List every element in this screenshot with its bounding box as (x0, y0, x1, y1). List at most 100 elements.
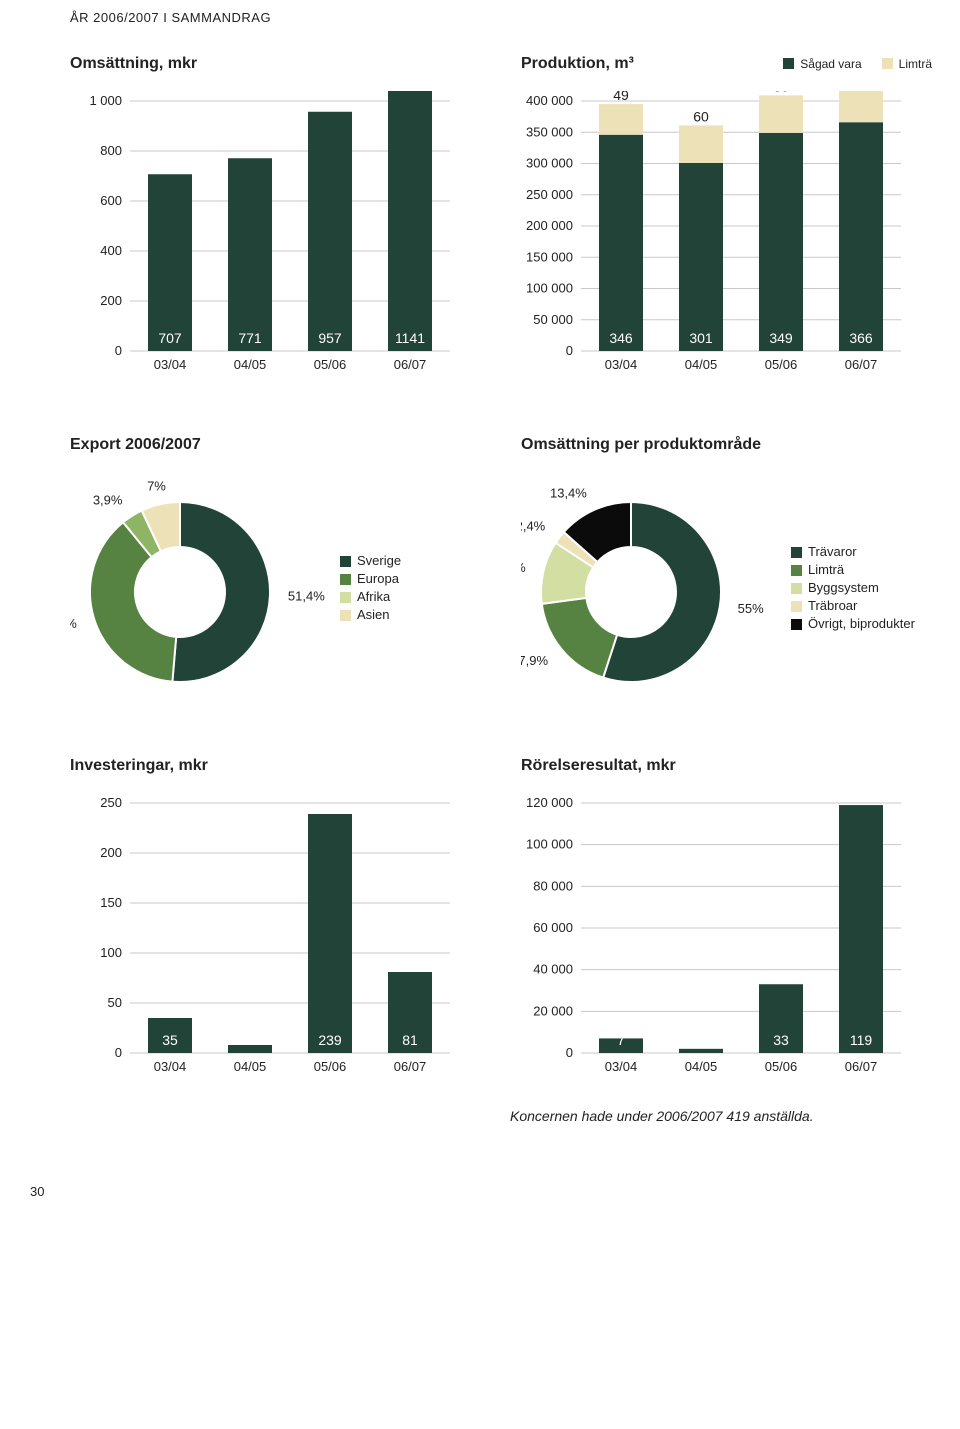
svg-text:400 000: 400 000 (526, 93, 573, 108)
svg-text:1 000: 1 000 (89, 93, 122, 108)
omsattning-title: Omsättning, mkr (70, 55, 481, 73)
svg-text:0: 0 (566, 343, 573, 358)
legend-swatch (340, 610, 351, 621)
svg-text:06/07: 06/07 (394, 1059, 427, 1074)
rorelseresultat-chart: 020 00040 00060 00080 000100 000120 0007… (521, 793, 932, 1083)
svg-text:05/06: 05/06 (314, 357, 347, 372)
sagad-label: Sågad vara (800, 57, 861, 71)
svg-text:7: 7 (617, 1032, 625, 1048)
legend-swatch (791, 619, 802, 630)
svg-text:04/05: 04/05 (234, 357, 267, 372)
svg-text:49: 49 (613, 91, 629, 103)
svg-text:0: 0 (115, 1045, 122, 1060)
svg-text:366: 366 (849, 330, 873, 346)
svg-text:06/07: 06/07 (394, 357, 427, 372)
svg-text:400: 400 (100, 243, 122, 258)
svg-text:04/05: 04/05 (234, 1059, 267, 1074)
svg-text:707: 707 (158, 330, 182, 346)
legend-swatch (791, 565, 802, 576)
page-title: ÅR 2006/2007 I SAMMANDRAG (70, 10, 932, 25)
produktion-title: Produktion, m³ (521, 55, 634, 73)
svg-text:3,9%: 3,9% (93, 493, 123, 508)
svg-text:81: 81 (402, 1032, 418, 1048)
svg-text:20 000: 20 000 (533, 1003, 573, 1018)
legend-swatch (791, 583, 802, 594)
legend-label: Byggsystem (808, 580, 879, 595)
legend-label: Trävaror (808, 544, 857, 559)
svg-text:350 000: 350 000 (526, 124, 573, 139)
legend-swatch (340, 556, 351, 567)
legend-item: Limträ (791, 562, 915, 577)
svg-text:55%: 55% (738, 601, 764, 616)
legend-item: Träbroar (791, 598, 915, 613)
svg-text:04/05: 04/05 (685, 357, 718, 372)
svg-text:04/05: 04/05 (685, 1059, 718, 1074)
svg-text:05/06: 05/06 (314, 1059, 347, 1074)
svg-text:51,4%: 51,4% (288, 589, 325, 604)
svg-text:800: 800 (100, 143, 122, 158)
export-title: Export 2006/2007 (70, 436, 481, 454)
svg-text:06/07: 06/07 (845, 357, 878, 372)
svg-text:100 000: 100 000 (526, 281, 573, 296)
limtra-label: Limträ (899, 57, 932, 71)
produktomrade-chart: 55%17,9%11,3%2,4%13,4%TrävarorLimträBygg… (521, 472, 932, 702)
svg-text:7%: 7% (147, 479, 166, 494)
svg-text:150 000: 150 000 (526, 249, 573, 264)
svg-text:349: 349 (769, 330, 793, 346)
svg-text:119: 119 (850, 1032, 873, 1048)
svg-text:957: 957 (318, 330, 342, 346)
svg-text:100 000: 100 000 (526, 837, 573, 852)
svg-text:03/04: 03/04 (154, 1059, 187, 1074)
limtra-swatch (882, 58, 893, 69)
rorelseresultat-title: Rörelseresultat, mkr (521, 757, 932, 775)
svg-text:50 000: 50 000 (533, 312, 573, 327)
svg-text:40 000: 40 000 (533, 962, 573, 977)
legend-label: Europa (357, 571, 399, 586)
legend-label: Träbroar (808, 598, 857, 613)
produktomrade-title: Omsättning per produktområde (521, 436, 932, 454)
donut-legend: Trävaror Limträ Byggsystem Träbroar Övrigt, … (791, 541, 915, 634)
svg-text:03/04: 03/04 (605, 357, 638, 372)
legend-item: Trävaror (791, 544, 915, 559)
svg-text:33: 33 (773, 1032, 789, 1048)
page-number: 30 (30, 1184, 932, 1199)
svg-text:2: 2 (697, 1032, 705, 1048)
svg-text:50: 50 (108, 995, 122, 1010)
footnote: Koncernen hade under 2006/2007 419 anstä… (510, 1108, 932, 1124)
omsattning-chart: 02004006008001 00070703/0477104/0595705/… (70, 91, 481, 381)
svg-text:150: 150 (100, 895, 122, 910)
svg-text:05/06: 05/06 (765, 357, 798, 372)
sagad-swatch (783, 58, 794, 69)
legend-label: Asien (357, 607, 390, 622)
svg-text:05/06: 05/06 (765, 1059, 798, 1074)
legend-swatch (340, 592, 351, 603)
svg-text:80 000: 80 000 (533, 878, 573, 893)
svg-text:120 000: 120 000 (526, 795, 573, 810)
legend-label: Limträ (808, 562, 844, 577)
svg-text:8: 8 (246, 1032, 254, 1048)
svg-text:300 000: 300 000 (526, 156, 573, 171)
svg-text:200: 200 (100, 293, 122, 308)
svg-text:11,3%: 11,3% (521, 560, 526, 575)
svg-text:13,4%: 13,4% (550, 485, 587, 500)
legend-item: Afrika (340, 589, 401, 604)
legend-label: Afrika (357, 589, 390, 604)
legend-item: Sverige (340, 553, 401, 568)
svg-text:17,9%: 17,9% (521, 653, 548, 668)
legend-label: Övrigt, biprodukter (808, 616, 915, 631)
svg-text:60: 60 (693, 108, 709, 124)
svg-text:03/04: 03/04 (154, 357, 187, 372)
svg-text:03/04: 03/04 (605, 1059, 638, 1074)
svg-text:200: 200 (100, 845, 122, 860)
export-chart: 51,4% 37,8% 3,9% 7% Sverige Europa Afrika Asien (70, 472, 481, 702)
legend-swatch (791, 547, 802, 558)
svg-text:771: 771 (238, 330, 262, 346)
svg-text:0: 0 (566, 1045, 573, 1060)
svg-text:37,8%: 37,8% (70, 616, 77, 631)
svg-text:06/07: 06/07 (845, 1059, 878, 1074)
svg-text:250 000: 250 000 (526, 187, 573, 202)
produktion-chart: 050 000100 000150 000200 000250 000300 0… (521, 91, 932, 381)
legend-swatch (340, 574, 351, 585)
svg-text:600: 600 (100, 193, 122, 208)
svg-text:346: 346 (609, 330, 633, 346)
